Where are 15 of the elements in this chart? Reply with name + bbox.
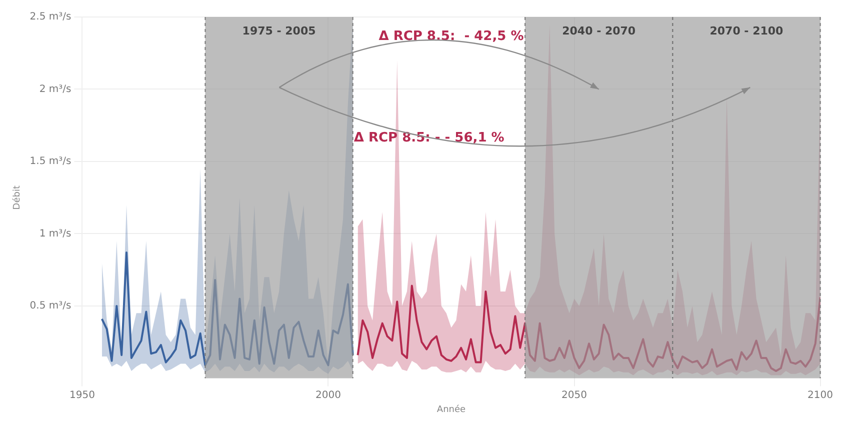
y-tick-label: 2.5 m³/s: [30, 12, 72, 23]
y-axis-title: Débit: [12, 185, 23, 210]
x-tick-label: 2000: [316, 390, 341, 401]
x-axis-title: Année: [436, 404, 466, 415]
x-tick-label: 2100: [808, 390, 833, 401]
y-tick-label: 2 m³/s: [39, 84, 72, 95]
y-tick-label: 1.5 m³/s: [30, 156, 72, 168]
annotation: Δ RCP 8.5: - 42,5 %: [378, 29, 524, 44]
band-label: 2040 - 2070: [562, 24, 636, 38]
y-tick-label: 0.5 m³/s: [30, 300, 72, 312]
x-tick-label: 1950: [69, 390, 95, 401]
band-label: 2070 - 2100: [710, 24, 784, 38]
band-label: 1975 - 2005: [242, 24, 316, 38]
y-tick-label: 1 m³/s: [39, 228, 72, 240]
x-tick-label: 2050: [562, 390, 587, 401]
